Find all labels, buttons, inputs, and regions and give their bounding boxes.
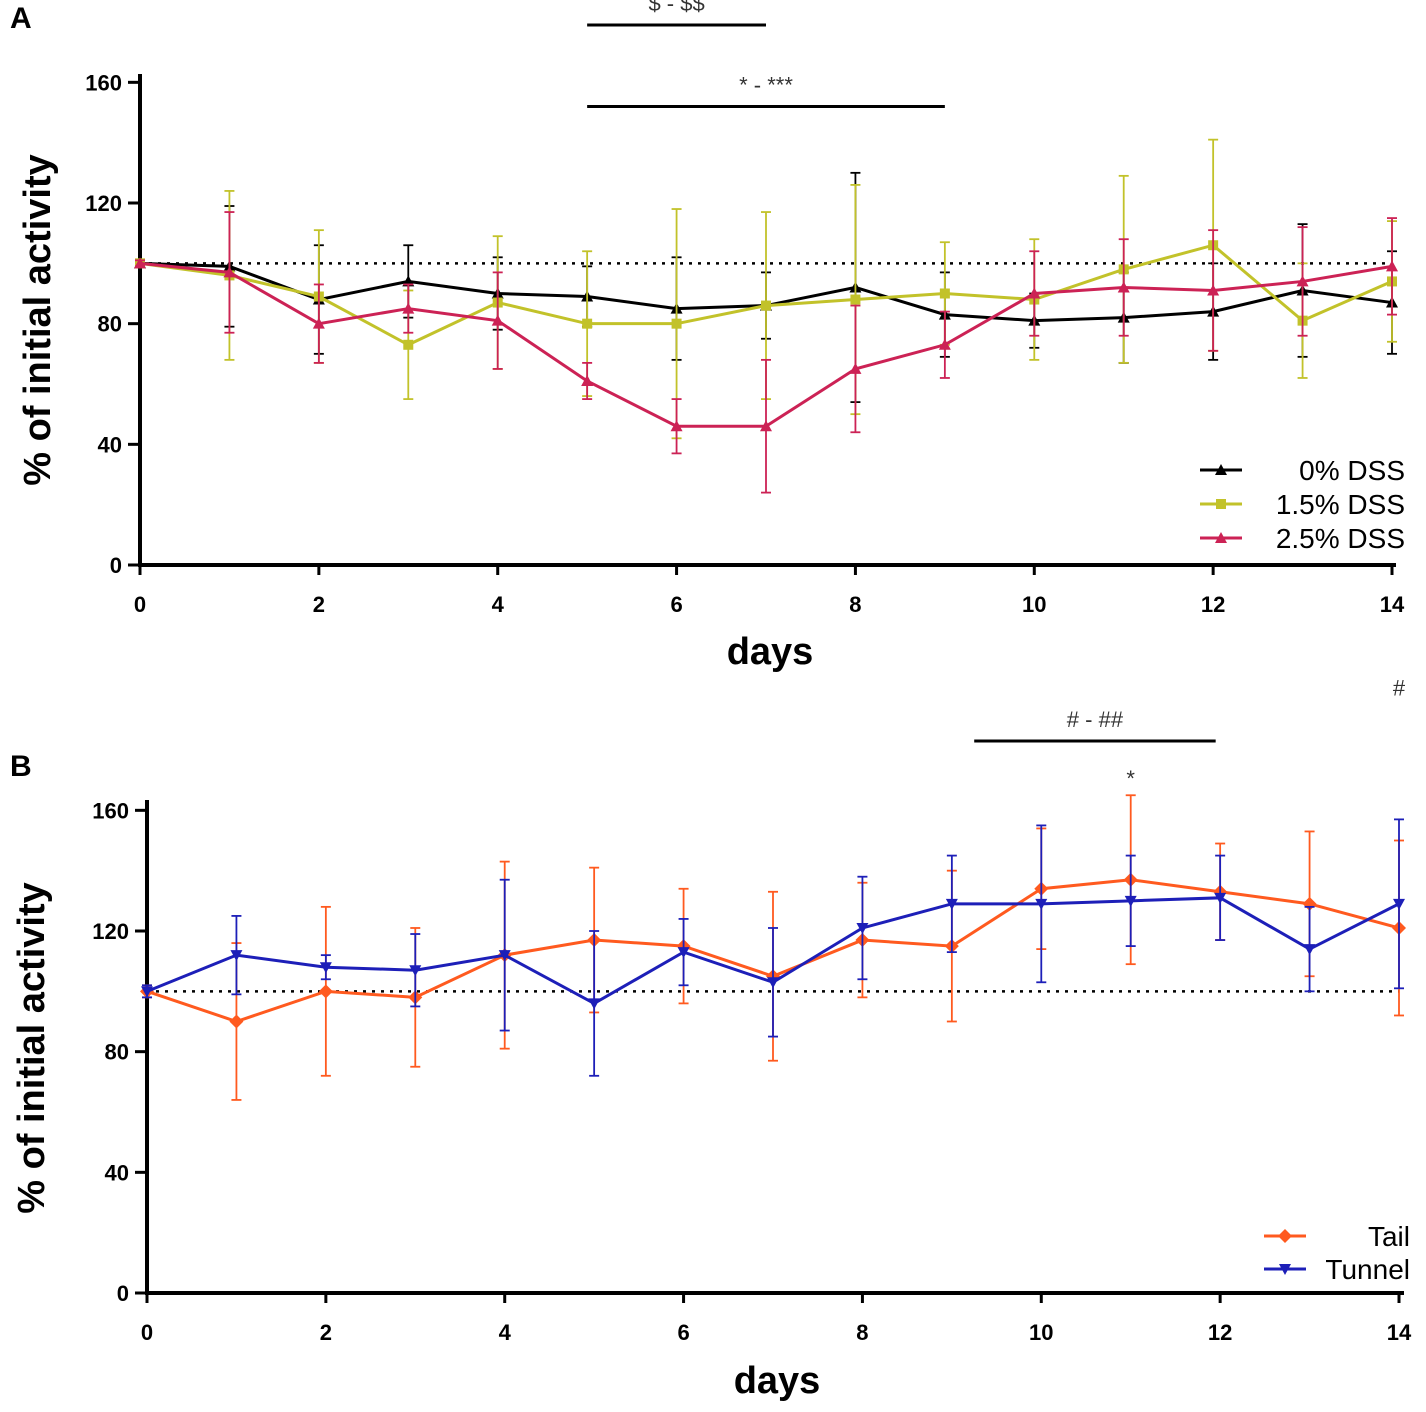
marker-square — [582, 318, 593, 329]
x-tick-label-a: 4 — [492, 592, 505, 617]
x-tick-label-a: 0 — [134, 592, 146, 617]
marker-triangle-down — [588, 998, 601, 1010]
y-tick-label-a: 0 — [110, 553, 122, 578]
y-tick-label-b: 0 — [117, 1281, 129, 1306]
marker-triangle-up — [1117, 281, 1130, 293]
marker-square — [761, 300, 771, 311]
x-tick-label-b: 14 — [1387, 1320, 1412, 1345]
y-tick-label-b: 40 — [105, 1160, 129, 1185]
marker-triangle-up — [1215, 532, 1227, 543]
marker-triangle-up — [938, 338, 951, 350]
x-tick-label-b: 0 — [141, 1320, 153, 1345]
marker-square — [939, 288, 950, 299]
marker-triangle-up — [849, 362, 862, 374]
marker-triangle-down — [1035, 898, 1048, 910]
x-tick-label-b: 12 — [1208, 1320, 1232, 1345]
marker-triangle-down — [1303, 944, 1316, 956]
x-tick-label-a: 2 — [313, 592, 325, 617]
marker-triangle-up — [1386, 260, 1398, 272]
marker-triangle-up — [1215, 464, 1227, 475]
legend-label: 2.5% DSS — [1276, 523, 1405, 554]
y-tick-label-b: 160 — [92, 798, 129, 823]
panel-b: B 0 2 4 6 8 10 12 14 0 40 80 120 160 # - ## * # % of i… — [10, 676, 1412, 1402]
marker-triangle-down — [1124, 895, 1137, 907]
significance-label: # - ## — [1067, 707, 1124, 732]
marker-triangle-down — [409, 965, 422, 977]
x-tick-label-b: 10 — [1029, 1320, 1053, 1345]
marker-triangle-down — [1279, 1264, 1291, 1275]
marker-triangle-down — [1214, 892, 1227, 904]
x-axis-title-a: days — [727, 631, 814, 673]
marker-diamond — [1278, 1229, 1292, 1243]
marker-triangle-down — [319, 962, 332, 974]
panel-letter-a: A — [10, 2, 32, 35]
x-tick-label-b: 4 — [499, 1320, 512, 1345]
legend-item: 0% DSS — [1200, 455, 1405, 486]
marker-square — [403, 339, 414, 350]
significance-label: * - *** — [739, 72, 793, 97]
legend-item: 2.5% DSS — [1200, 523, 1405, 554]
marker-triangle-up — [1207, 284, 1220, 296]
series-2-5-dss — [134, 211, 1398, 494]
marker-triangle-up — [1028, 287, 1041, 299]
marker-diamond — [229, 1014, 244, 1029]
x-axis-title-b: days — [734, 1360, 821, 1402]
panel-a: A 0 2 4 6 8 10 12 14 0 40 80 120 160 $ - $$ * - *** %… — [10, 0, 1405, 673]
x-tick-label-a: 6 — [670, 592, 682, 617]
y-tick-label-a: 40 — [98, 432, 122, 457]
legend-item: Tail — [1264, 1221, 1410, 1252]
marker-triangle-up — [491, 314, 504, 326]
marker-triangle-up — [402, 302, 415, 314]
legend-label: Tunnel — [1325, 1254, 1410, 1285]
marker-triangle-down — [230, 950, 243, 962]
marker-triangle-up — [134, 257, 146, 269]
significance-label: * — [1126, 766, 1135, 791]
x-tick-label-b: 8 — [856, 1320, 868, 1345]
legend-item: Tunnel — [1264, 1254, 1410, 1285]
y-tick-label-b: 80 — [105, 1040, 129, 1065]
marker-triangle-up — [223, 266, 236, 278]
marker-square — [850, 294, 861, 305]
x-tick-label-a: 14 — [1380, 592, 1405, 617]
marker-triangle-up — [312, 317, 325, 329]
marker-triangle-down — [945, 898, 958, 910]
y-axis-title-a: % of initial activity — [17, 154, 59, 486]
x-tick-label-b: 6 — [677, 1320, 689, 1345]
marker-square — [1216, 499, 1226, 509]
x-tick-label-a: 12 — [1201, 592, 1225, 617]
marker-triangle-down — [498, 950, 511, 962]
x-tick-label-a: 8 — [849, 592, 861, 617]
x-tick-label-a: 10 — [1022, 592, 1046, 617]
y-tick-label-b: 120 — [92, 919, 129, 944]
y-tick-label-a: 160 — [85, 70, 122, 95]
legend-item: 1.5% DSS — [1200, 489, 1405, 520]
marker-triangle-down — [767, 977, 779, 989]
marker-triangle-down — [677, 947, 690, 959]
y-axis-title-b: % of initial activity — [11, 882, 53, 1214]
marker-triangle-up — [670, 420, 683, 432]
marker-triangle-down — [141, 986, 153, 998]
y-tick-label-a: 80 — [98, 312, 122, 337]
x-tick-label-b: 2 — [320, 1320, 332, 1345]
series-tunnel — [141, 818, 1405, 1077]
legend-label: 1.5% DSS — [1276, 489, 1405, 520]
marker-triangle-down — [1393, 898, 1405, 910]
marker-triangle-up — [760, 420, 772, 432]
marker-triangle-up — [581, 374, 594, 386]
significance-label: $ - $$ — [648, 0, 704, 16]
marker-square — [671, 318, 682, 329]
significance-label: # — [1393, 676, 1406, 701]
marker-diamond — [318, 984, 333, 999]
panel-letter-b: B — [10, 750, 32, 783]
marker-triangle-up — [1296, 275, 1309, 287]
marker-triangle-down — [856, 922, 869, 934]
legend-label: Tail — [1368, 1221, 1410, 1252]
y-tick-label-a: 120 — [85, 191, 122, 216]
legend-label: 0% DSS — [1299, 455, 1405, 486]
